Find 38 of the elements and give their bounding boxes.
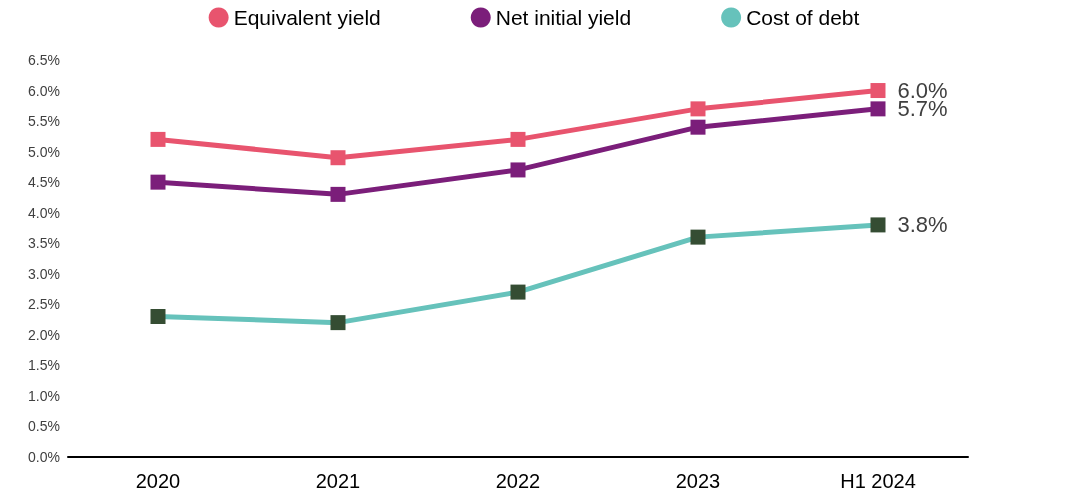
y-tick-label: 6.0% [28,82,60,99]
point [870,83,886,99]
y-tick-label: 3.5% [28,235,60,252]
point [870,217,886,233]
x-tick-label: 2021 [315,470,361,492]
y-tick-label: 3.0% [28,265,60,282]
y-tick-label: 2.0% [28,326,60,343]
y-tick-label: 4.0% [28,204,60,221]
point [690,101,706,117]
y-tick-label: 1.5% [28,357,60,374]
point [510,284,526,300]
legend-label: Cost of debt [746,6,860,29]
y-tick-label: 5.5% [28,113,60,130]
legend-label: Net initial yield [495,6,632,29]
y-tick-label: 1.0% [28,387,60,404]
point [510,162,526,178]
y-tick-label: 0.0% [28,449,60,465]
x-tick-label: 2020 [135,470,181,492]
x-tick-label: 2022 [495,470,541,492]
point [330,186,346,202]
point [690,119,706,135]
point [510,131,526,147]
point [150,309,166,325]
legend-label: Equivalent yield [233,6,381,29]
point [690,229,706,245]
y-tick-label: 5.0% [28,143,60,160]
y-tick-label: 6.5% [28,52,60,68]
x-tick-label: 2023 [675,470,721,492]
data-label: 3.8% [897,212,948,238]
point [150,131,166,147]
point [330,315,346,331]
point [150,174,166,190]
point [330,150,346,166]
y-tick-label: 0.5% [28,418,60,435]
point [870,101,886,117]
y-tick-label: 2.5% [28,296,60,313]
y-tick-label: 4.5% [28,174,60,191]
x-tick-label: H1 2024 [840,470,916,492]
